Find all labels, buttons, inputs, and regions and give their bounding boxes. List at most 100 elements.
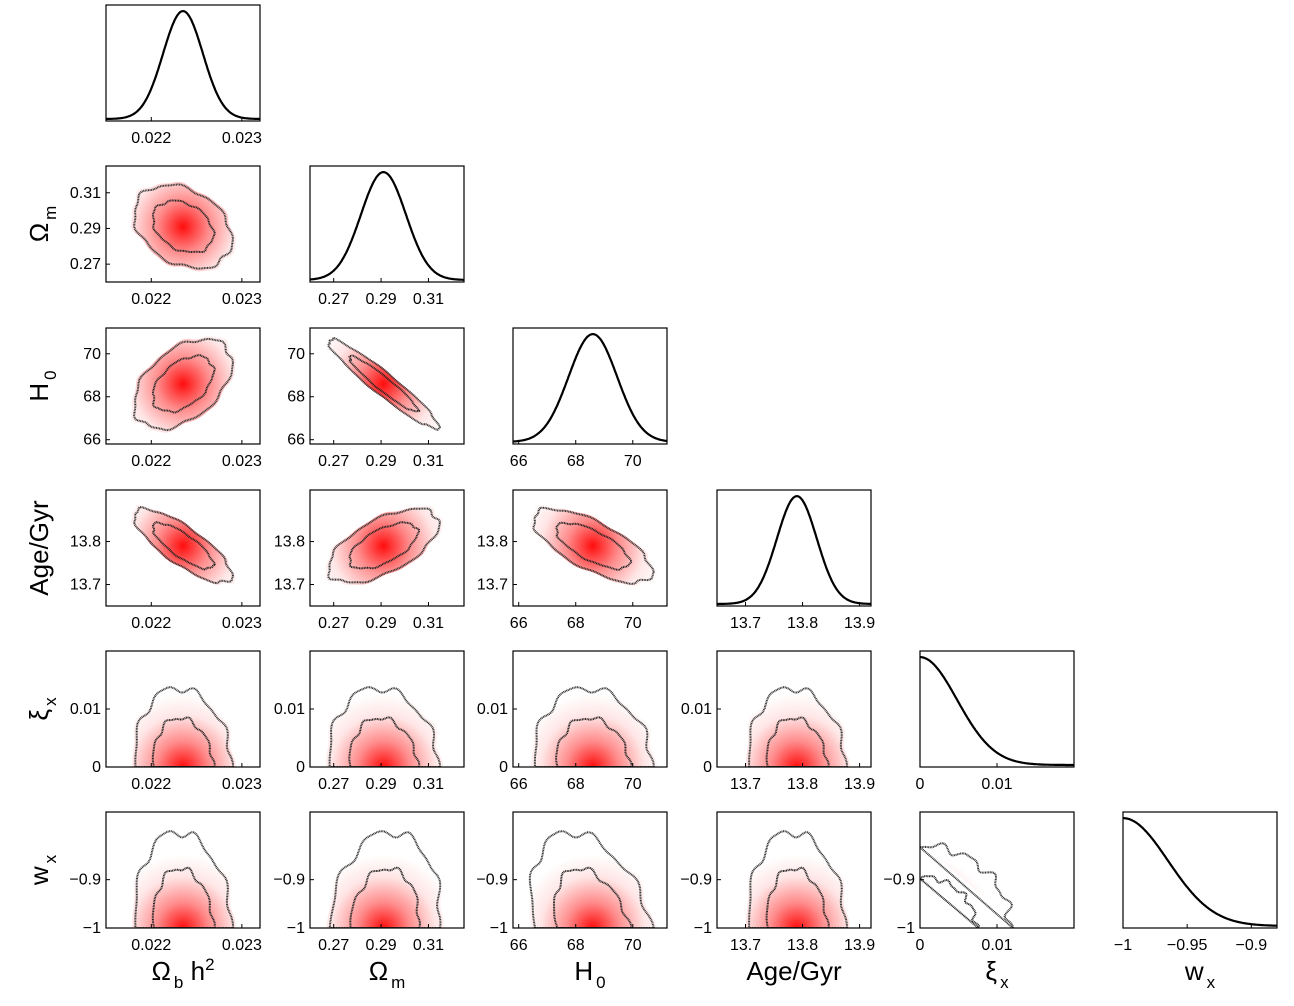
x-tick-label: 13.9 — [844, 937, 875, 954]
y-axis-label-omega_m: Ωm — [24, 206, 60, 243]
panel-omega_m-vs-H0: 66 68 70 0.27 0.29 0.31 — [287, 327, 465, 470]
svg-text:H0: H0 — [24, 370, 60, 401]
x-tick-label: 0.022 — [131, 937, 171, 954]
panel-age: 13.7 13.8 13.9 — [716, 489, 875, 632]
panel-frame — [512, 811, 668, 929]
density-fill — [746, 682, 850, 767]
x-tick-label: 0.29 — [366, 291, 397, 308]
svg-text:Age/Gyr: Age/Gyr — [746, 956, 842, 986]
y-tick-label: 13.8 — [274, 534, 305, 551]
x-tick-label: −0.95 — [1167, 937, 1208, 954]
x-tick-label: 0.022 — [131, 776, 171, 793]
x-tick-label: 13.8 — [787, 776, 818, 793]
y-tick-label: −1 — [694, 920, 712, 937]
x-tick-label: 68 — [567, 615, 585, 632]
y-tick-label: 70 — [83, 346, 101, 363]
contour-95 — [134, 686, 235, 767]
contour-68 — [765, 866, 830, 928]
density-fill — [326, 824, 444, 928]
density-fill — [132, 682, 236, 767]
density-fill — [324, 506, 443, 585]
x-tick-label: 0 — [916, 937, 925, 954]
panel-omega_b_h2-vs-w_x: −1 −0.9 0.022 0.023 — [69, 811, 262, 954]
contour-95 — [134, 830, 235, 928]
svg-text:ξx: ξx — [985, 956, 1009, 992]
contour-95 — [533, 686, 655, 767]
panel-H0: 66 68 70 — [510, 327, 668, 470]
panel-w_x: −1 −0.95 −0.9 — [1114, 811, 1278, 954]
y-tick-label: 0 — [92, 759, 101, 776]
svg-text:Ωm: Ωm — [369, 956, 406, 992]
contour-68 — [151, 716, 216, 767]
panel-frame — [105, 489, 261, 607]
panel-frame — [309, 327, 465, 445]
panel-omega_b_h2-vs-omega_m: 0.27 0.29 0.31 0.022 0.023 — [70, 165, 262, 308]
panel-H0-vs-xi_x: 0 0.01 66 68 70 — [477, 650, 668, 793]
contour-95 — [528, 830, 655, 928]
x-tick-label: 70 — [624, 453, 642, 470]
contour-68 — [555, 521, 633, 571]
x-tick-label: 66 — [510, 776, 528, 793]
x-tick-label: 0.29 — [366, 615, 397, 632]
y-tick-label: 0 — [499, 759, 508, 776]
panel-frame — [919, 650, 1075, 768]
x-tick-label: 0.022 — [131, 291, 171, 308]
panel-frame — [716, 650, 872, 768]
panel-age-vs-xi_x: 0 0.01 13.7 13.8 13.9 — [681, 650, 875, 793]
x-tick-label: 70 — [624, 937, 642, 954]
x-tick-label: 68 — [567, 937, 585, 954]
contour-68 — [553, 866, 633, 928]
x-tick-label: 0.01 — [981, 937, 1012, 954]
y-tick-label: −1 — [83, 920, 101, 937]
svg-text:Age/Gyr: Age/Gyr — [24, 500, 54, 596]
marginal-curve-omega_m — [310, 171, 464, 281]
panel-frame — [512, 650, 668, 768]
contour-68 — [765, 716, 830, 767]
x-tick-label: 0.27 — [318, 615, 349, 632]
x-tick-label: 0.023 — [222, 937, 262, 954]
contour-95 — [328, 830, 442, 928]
panel-frame — [309, 165, 465, 283]
contour-95 — [133, 337, 234, 432]
density-fill — [131, 181, 236, 272]
panel-omega_m-vs-age: 13.7 13.8 0.27 0.29 0.31 — [274, 489, 465, 632]
y-tick-label: 0 — [296, 759, 305, 776]
y-tick-label: 66 — [83, 432, 101, 449]
x-axis-label-age: Age/Gyr — [746, 956, 842, 986]
density-fill — [529, 505, 657, 586]
panel-frame — [105, 650, 261, 768]
contour-95 — [327, 507, 441, 584]
x-tick-label: 0.01 — [981, 776, 1012, 793]
density-fill — [132, 824, 236, 928]
contour-95 — [327, 337, 441, 431]
panel-omega_b_h2-vs-H0: 66 68 70 0.022 0.023 — [83, 327, 262, 470]
x-tick-label: 13.8 — [787, 937, 818, 954]
y-tick-label: 0.29 — [70, 220, 101, 237]
x-tick-label: 13.7 — [730, 615, 761, 632]
x-tick-label: 13.7 — [730, 937, 761, 954]
y-tick-label: −1 — [287, 920, 305, 937]
contour-68 — [348, 354, 421, 413]
x-tick-label: 0.29 — [366, 937, 397, 954]
density-fill — [531, 682, 658, 767]
x-tick-label: 68 — [567, 776, 585, 793]
y-tick-label: 0.01 — [477, 701, 508, 718]
y-axis-label-w_x: wx — [24, 854, 60, 886]
x-tick-label: 0.31 — [413, 937, 444, 954]
y-tick-label: −0.9 — [680, 872, 712, 889]
contour-95 — [328, 686, 442, 767]
y-tick-label: 66 — [287, 432, 305, 449]
y-tick-label: 13.7 — [70, 577, 101, 594]
contour-68 — [920, 875, 981, 928]
contour-68 — [348, 521, 421, 570]
contour-95 — [748, 830, 849, 928]
y-axis-label-H0: H0 — [24, 370, 60, 401]
x-tick-label: 70 — [624, 776, 642, 793]
contour-68 — [348, 716, 421, 767]
y-tick-label: −0.9 — [883, 872, 915, 889]
density-fill — [324, 335, 443, 433]
x-tick-label: 0 — [916, 776, 925, 793]
y-tick-label: 13.8 — [477, 534, 508, 551]
